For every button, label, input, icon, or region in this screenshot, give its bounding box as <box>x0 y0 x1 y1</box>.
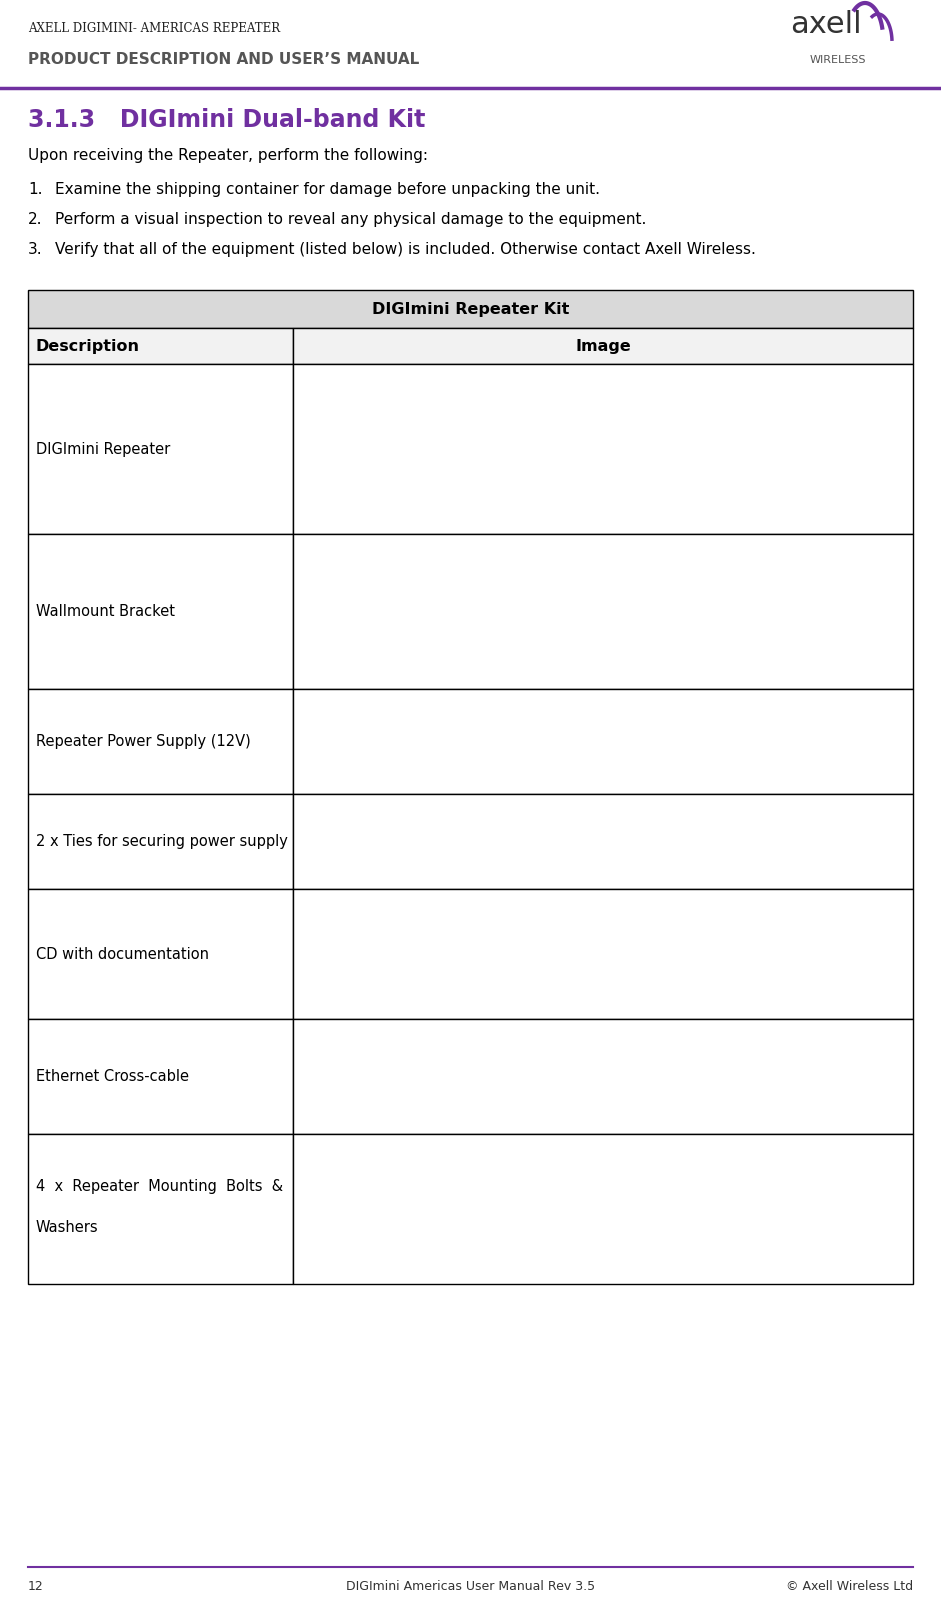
Text: Repeater Power Supply (12V): Repeater Power Supply (12V) <box>36 733 250 749</box>
Text: AXELL DIGIMINI- AMERICAS REPEATER: AXELL DIGIMINI- AMERICAS REPEATER <box>28 22 280 35</box>
Bar <box>28 1134 294 1284</box>
Text: PRODUCT DESCRIPTION AND USER’S MANUAL: PRODUCT DESCRIPTION AND USER’S MANUAL <box>28 51 420 67</box>
Text: 1.: 1. <box>28 183 42 197</box>
Text: 2.: 2. <box>28 211 42 227</box>
Text: Washers: Washers <box>36 1220 99 1234</box>
Text: Description: Description <box>36 338 140 354</box>
Text: Image: Image <box>575 338 631 354</box>
Bar <box>28 363 294 535</box>
Text: axell: axell <box>790 10 862 38</box>
Bar <box>294 535 913 688</box>
Text: Wallmount Bracket: Wallmount Bracket <box>36 604 175 620</box>
Text: Upon receiving the Repeater, perform the following:: Upon receiving the Repeater, perform the… <box>28 147 428 163</box>
Text: CD with documentation: CD with documentation <box>36 946 209 962</box>
Bar <box>294 1018 913 1134</box>
Bar <box>28 328 294 363</box>
Text: Examine the shipping container for damage before unpacking the unit.: Examine the shipping container for damag… <box>55 183 600 197</box>
Bar <box>294 688 913 794</box>
Bar <box>28 688 294 794</box>
Text: DIGImini Repeater: DIGImini Repeater <box>36 442 170 456</box>
Bar <box>28 1018 294 1134</box>
Text: 12: 12 <box>28 1580 43 1593</box>
Text: DIGImini Americas User Manual Rev 3.5: DIGImini Americas User Manual Rev 3.5 <box>346 1580 595 1593</box>
Bar <box>28 889 294 1018</box>
Bar <box>294 889 913 1018</box>
Bar <box>28 535 294 688</box>
Text: Ethernet Cross-cable: Ethernet Cross-cable <box>36 1069 189 1084</box>
Text: Verify that all of the equipment (listed below) is included. Otherwise contact A: Verify that all of the equipment (listed… <box>55 242 756 258</box>
Text: 4  x  Repeater  Mounting  Bolts  &: 4 x Repeater Mounting Bolts & <box>36 1178 283 1194</box>
Text: 3.: 3. <box>28 242 42 258</box>
Bar <box>294 1134 913 1284</box>
Text: Perform a visual inspection to reveal any physical damage to the equipment.: Perform a visual inspection to reveal an… <box>55 211 646 227</box>
Bar <box>294 363 913 535</box>
Text: 2 x Ties for securing power supply: 2 x Ties for securing power supply <box>36 834 288 849</box>
Text: DIGImini Repeater Kit: DIGImini Repeater Kit <box>372 301 569 317</box>
Bar <box>28 290 913 328</box>
Bar <box>28 794 294 889</box>
Text: 3.1.3   DIGImini Dual-band Kit: 3.1.3 DIGImini Dual-band Kit <box>28 107 425 131</box>
Bar <box>294 328 913 363</box>
Text: © Axell Wireless Ltd: © Axell Wireless Ltd <box>786 1580 913 1593</box>
Bar <box>294 794 913 889</box>
Text: WIRELESS: WIRELESS <box>810 54 867 66</box>
